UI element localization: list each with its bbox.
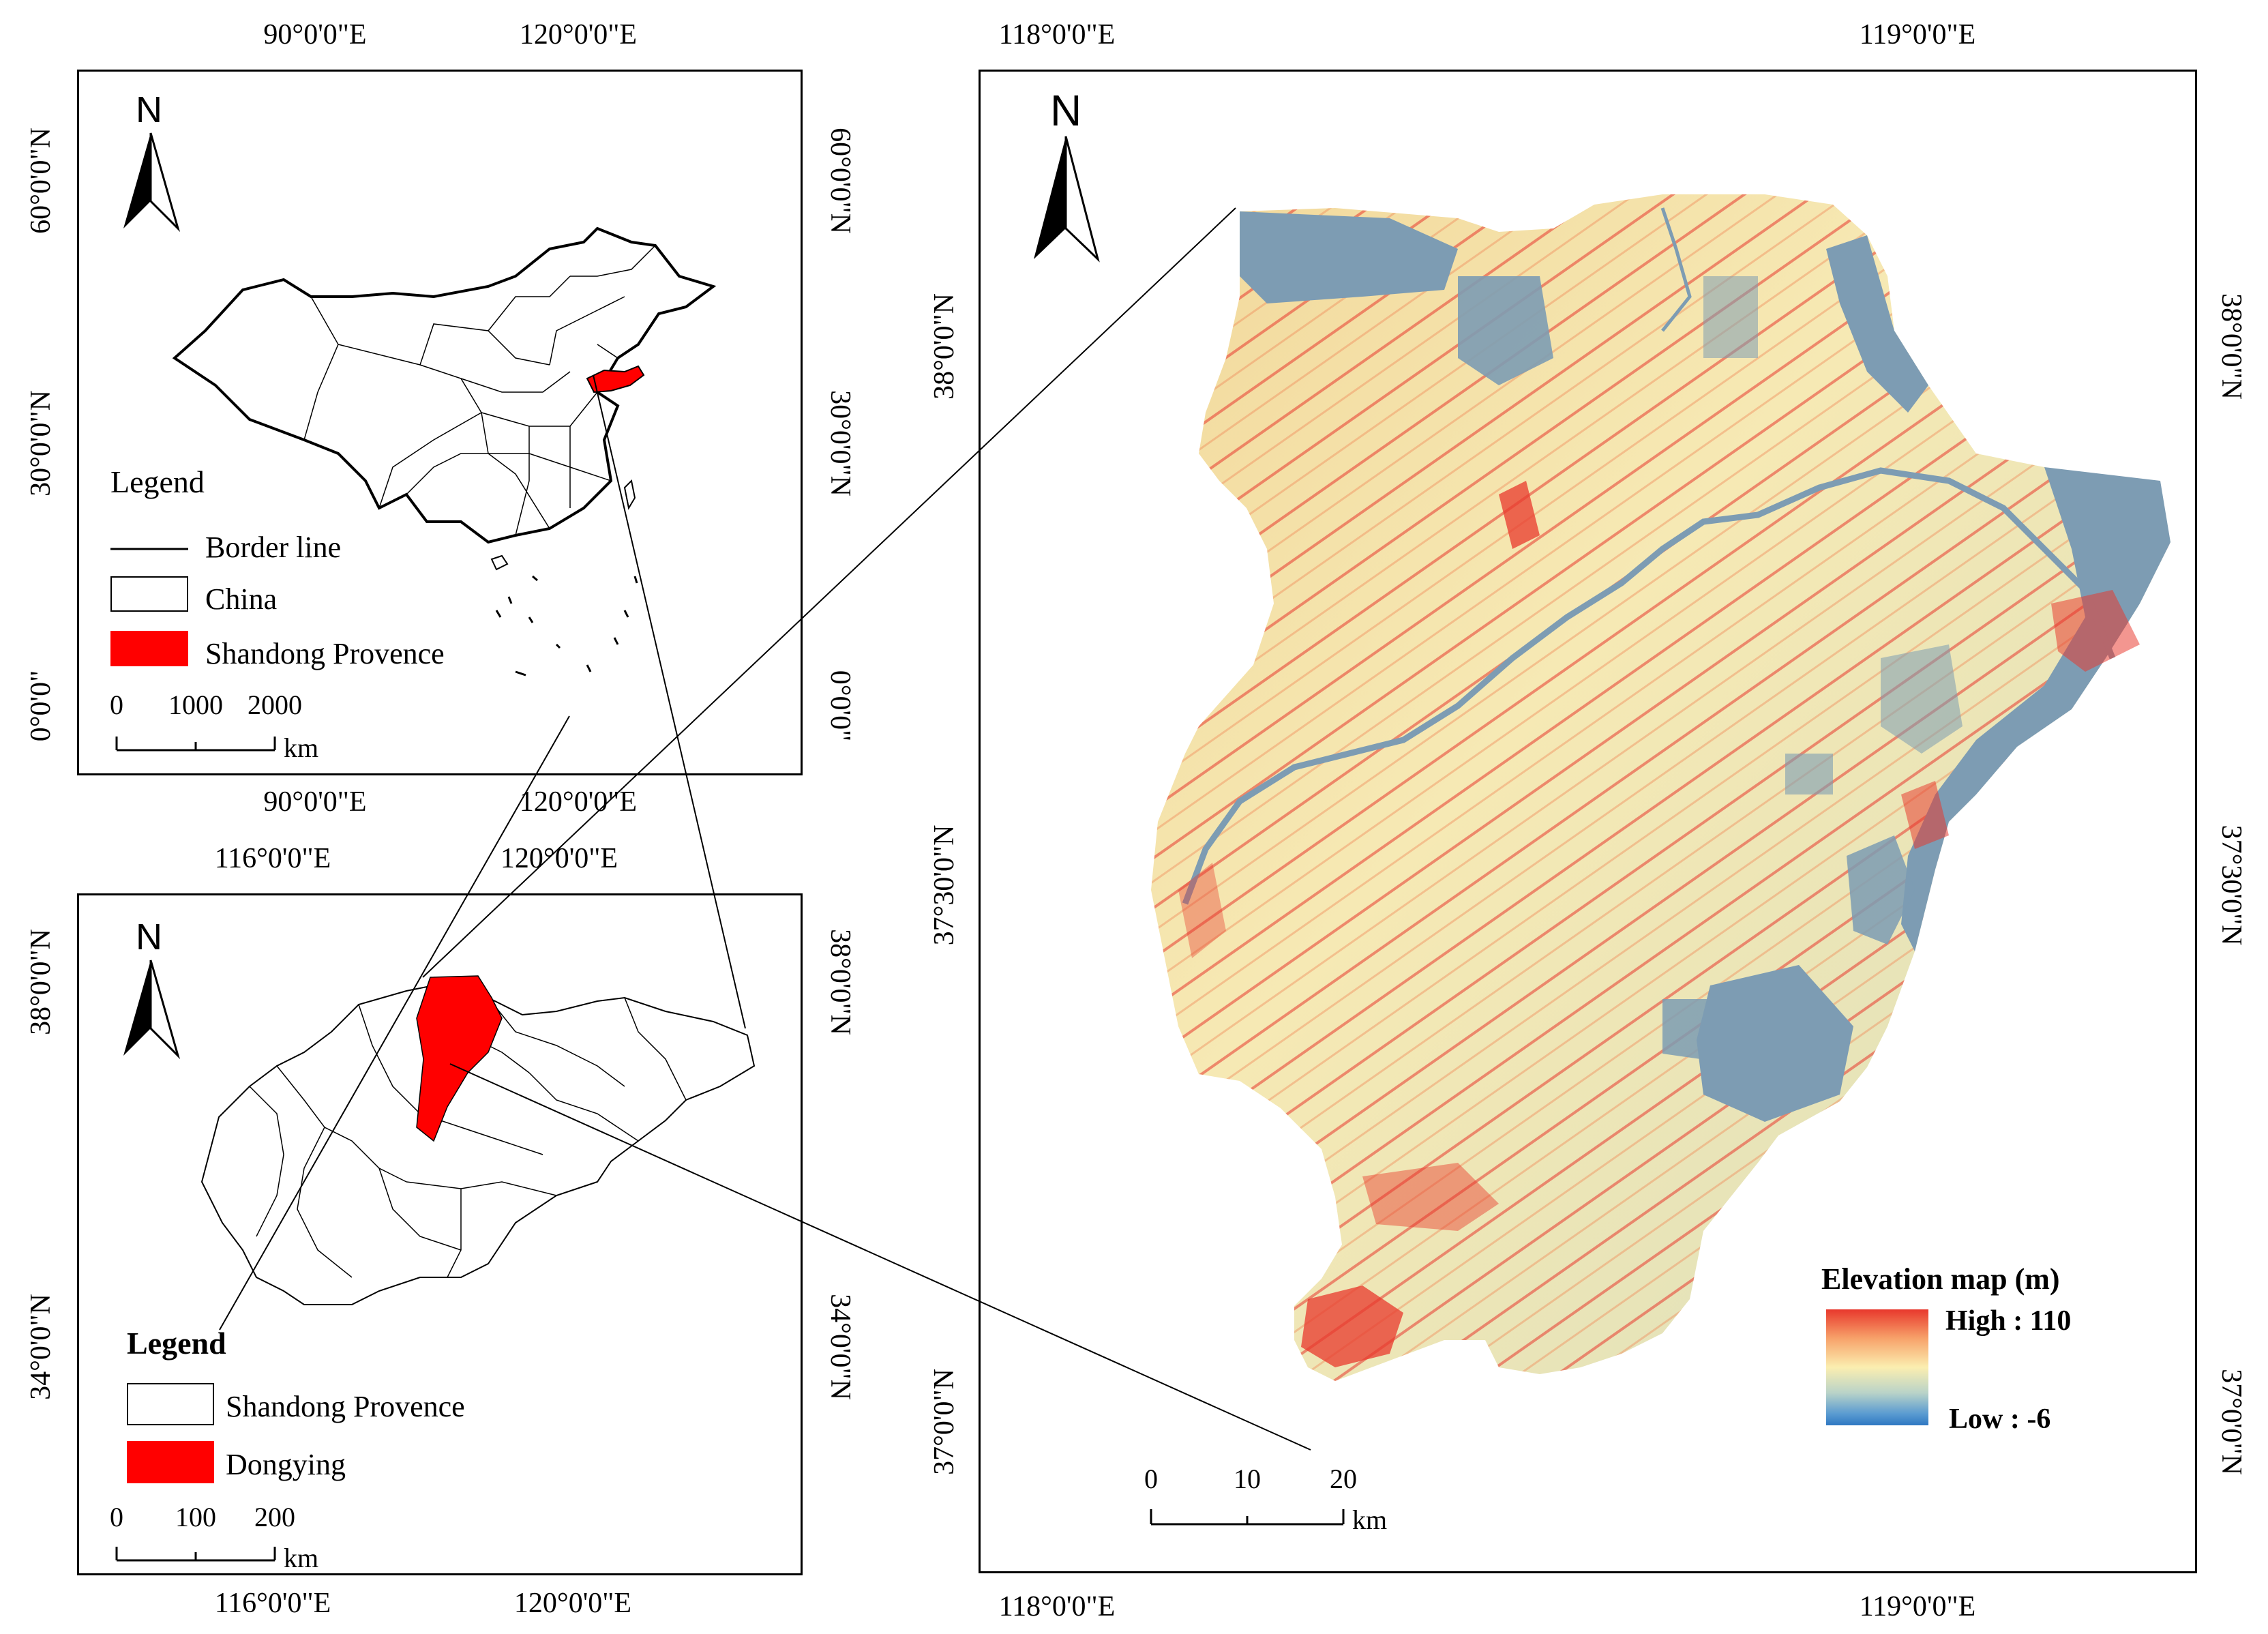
p3-left-tick-0: 38°0'0"N xyxy=(929,293,960,400)
legend-swatch-shandong-2 xyxy=(127,1383,214,1425)
low-water-areas xyxy=(1240,211,2170,1122)
hainan-island xyxy=(490,554,509,571)
p3-left-tick-1: 37°30'0"N xyxy=(929,825,960,946)
scale-label-1-1: 1000 xyxy=(168,689,223,720)
north-arrow-icon-2 xyxy=(123,960,181,1060)
scale-label-2-0: 0 xyxy=(110,1502,123,1532)
legend-item-shandong-2: Shandong Provence xyxy=(226,1390,465,1423)
scale-label-2-1: 100 xyxy=(175,1502,216,1532)
p3-left-tick-2: 37°0'0"N xyxy=(929,1369,960,1475)
p2-left-tick-1: 34°0'0"N xyxy=(25,1294,57,1400)
legend-swatch-china xyxy=(110,576,188,612)
p1-left-tick-2: 0°0'0" xyxy=(25,670,57,742)
p2-bottom-tick-0: 116°0'0"E xyxy=(214,1588,331,1619)
p2-right-tick-0: 38°0'0"N xyxy=(824,929,856,1035)
elevation-map-graphic xyxy=(1034,136,2170,1381)
p2-bottom-tick-1: 120°0'0"E xyxy=(513,1588,632,1619)
elevation-legend-title: Elevation map (m) xyxy=(1821,1262,2060,1296)
p2-right-tick-1: 34°0'0"N xyxy=(824,1294,856,1400)
scale-label-1-2: 2000 xyxy=(248,689,302,720)
elevation-color-ramp xyxy=(1826,1309,1928,1425)
scale-unit-1: km xyxy=(284,732,319,763)
p3-top-tick-0: 118°0'0"E xyxy=(998,19,1116,50)
scale-label-3-0: 0 xyxy=(1144,1464,1158,1494)
scale-label-3-1: 10 xyxy=(1234,1464,1261,1494)
legend-swatch-shandong xyxy=(110,631,188,666)
scale-label-1-0: 0 xyxy=(110,689,123,720)
china-map-panel: N Legend Border line China Shandong Prov… xyxy=(77,70,803,775)
p1-top-tick-1: 120°0'0"E xyxy=(519,19,638,50)
taiwan-island xyxy=(623,479,636,510)
dongying-elevation-panel: N Elevation map (m) High : 110 Low : -6 … xyxy=(979,70,2197,1573)
p1-left-tick-0: 60°0'0"N xyxy=(25,128,57,234)
scale-bar-2 xyxy=(115,1547,276,1562)
north-arrow-icon-3 xyxy=(1034,136,1100,263)
north-label-1: N xyxy=(136,89,162,130)
scale-unit-3: km xyxy=(1352,1504,1388,1535)
p1-top-tick-0: 90°0'0"E xyxy=(263,19,367,50)
p1-right-tick-0: 60°0'0"N xyxy=(824,128,856,234)
china-map-graphic xyxy=(110,132,717,752)
p3-bottom-tick-0: 118°0'0"E xyxy=(998,1591,1116,1622)
guangli-river xyxy=(1660,207,1692,332)
scale-unit-2: km xyxy=(284,1543,319,1573)
legend-item-border-line: Border line xyxy=(205,531,342,564)
p3-right-tick-0: 38°0'0"N xyxy=(2215,293,2247,400)
elevation-low-label: Low : -6 xyxy=(1949,1403,2051,1435)
north-label-3: N xyxy=(1050,86,1082,135)
elevation-high-label: High : 110 xyxy=(1945,1305,2072,1337)
north-label-2: N xyxy=(136,917,162,957)
legend-swatch-dongying xyxy=(127,1441,214,1483)
south-china-sea-islands xyxy=(495,575,638,677)
p2-left-tick-0: 38°0'0"N xyxy=(25,929,57,1035)
p3-bottom-tick-1: 119°0'0"E xyxy=(1859,1591,1976,1622)
scale-label-3-2: 20 xyxy=(1330,1464,1357,1494)
high-elevation-spots xyxy=(1178,481,2140,1367)
legend-title-1: Legend xyxy=(110,464,205,499)
legend-title-2: Legend xyxy=(127,1326,226,1361)
p1-left-tick-1: 30°0'0"N xyxy=(25,390,57,496)
p3-right-tick-1: 37°30'0"N xyxy=(2215,825,2247,946)
north-arrow-icon-1 xyxy=(123,132,181,233)
p1-right-tick-1: 30°0'0"N xyxy=(824,390,856,496)
p1-bottom-tick-0: 90°0'0"E xyxy=(263,786,367,818)
legend-item-dongying: Dongying xyxy=(226,1448,346,1481)
yellow-river xyxy=(1182,467,2116,905)
p2-top-tick-1: 120°0'0"E xyxy=(500,843,618,874)
legend-item-shandong: Shandong Provence xyxy=(205,637,445,670)
shandong-map-panel: N Legend Shandong Provence Dongying 0 10… xyxy=(77,893,803,1575)
p1-right-tick-2: 0°0'0" xyxy=(824,670,856,742)
p1-bottom-tick-1: 120°0'0"E xyxy=(519,786,638,818)
p2-top-tick-0: 116°0'0"E xyxy=(214,843,331,874)
p3-top-tick-1: 119°0'0"E xyxy=(1859,19,1976,50)
p3-right-tick-2: 37°0'0"N xyxy=(2215,1369,2247,1475)
scale-bar-1 xyxy=(115,737,276,752)
legend-item-china: China xyxy=(205,582,278,616)
scale-label-2-2: 200 xyxy=(254,1502,295,1532)
